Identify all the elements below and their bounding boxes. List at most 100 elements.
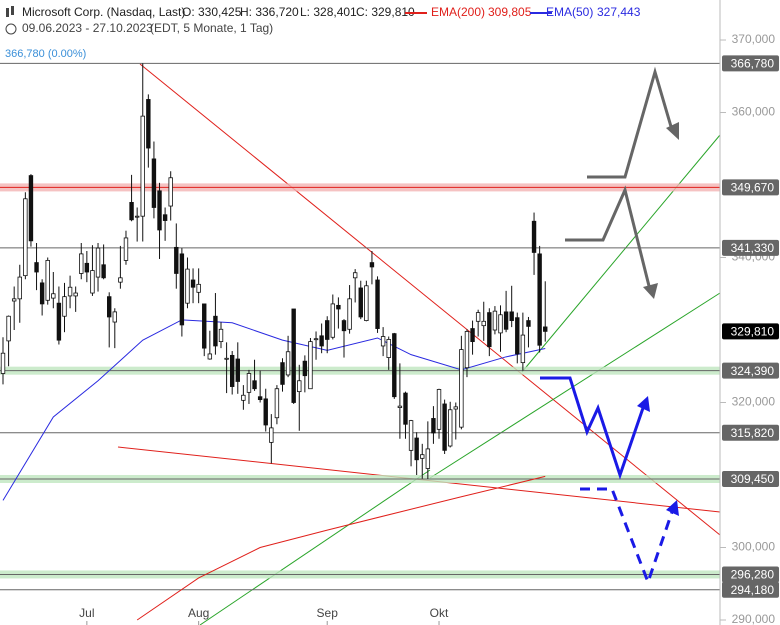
candle-body [531,220,537,253]
y-tick-label: 370,000 [732,32,776,46]
candle-body [313,338,319,341]
candle-body [442,403,447,451]
trendline [521,134,721,373]
candle-body [62,296,67,317]
candle-body [352,272,358,279]
candle-body [179,253,185,326]
trendline [139,63,721,536]
arrow [587,66,674,179]
price-box [722,424,779,441]
candle-body [503,311,509,330]
header: Microsoft Corp. (Nasdaq, Last) O: 330,42… [5,5,415,60]
candle-body [112,311,117,323]
y-tick-label: 290,000 [732,612,776,625]
candle-body [380,336,386,347]
candle-body [95,247,101,278]
candle-body [308,341,313,390]
candle-body [414,437,419,461]
x-tick-label: Jul [79,606,94,620]
drawings [117,63,721,625]
candle-body [515,317,520,355]
candle-body [325,320,330,340]
candle-body [392,333,397,398]
arrow [580,487,674,587]
title: Microsoft Corp. (Nasdaq, Last) [22,5,185,19]
candle-body [336,304,341,310]
candle-body [129,202,134,221]
candle-body [224,357,229,360]
candle-body [146,99,151,149]
candle-body [162,214,168,221]
candle-body [218,328,224,343]
candle-body [280,362,285,385]
price-box [722,179,779,196]
candle-body [369,262,375,268]
candle-body [302,360,308,377]
price-label: 309,450 [731,472,775,486]
price-label: 294,180 [731,583,775,597]
y-tick-label: 360,000 [732,105,776,119]
candle-body [347,298,352,330]
candle-body [481,320,486,327]
high-note: 366,780 (0.00%) [5,48,86,60]
candle-body [526,320,531,327]
candle-body [51,293,56,299]
price-label: 329,810 [731,325,775,339]
candle-body [213,315,218,347]
x-tick-label: Okt [430,606,449,620]
period: 09.06.2023 - 27.10.2023 [22,21,153,35]
candle-body [67,286,73,297]
candle-body [386,339,391,358]
candle-body [397,405,403,408]
candle-body [487,312,492,348]
ohlc-open: O: 330,425 [182,5,242,19]
candle-body [151,158,157,208]
x-tick-label: Sep [317,606,339,620]
icon [11,6,14,15]
candle-body [358,287,363,318]
candle-body [498,314,503,334]
price-label: 341,330 [731,241,775,255]
candle-body [291,308,296,403]
candle-body [235,358,240,382]
candle-body [140,115,145,217]
candle-body [543,326,548,332]
candle-body [196,283,201,293]
candle-body [285,351,291,376]
candle-body [520,334,526,364]
candle-body [246,373,252,393]
candle-body [420,454,425,459]
candle-body [375,279,380,329]
price-box [722,566,779,583]
candle-body [118,277,123,283]
candle-body [123,237,129,261]
candle-body [28,175,34,242]
trendline [429,292,721,479]
y-tick-label: 300,000 [732,540,776,554]
candle-body [202,303,207,349]
candle-body [168,177,173,207]
legend-value: 309,805 [488,5,532,19]
candle-body [453,406,458,410]
candle-body [470,328,475,343]
plot [0,62,720,621]
candle-body [364,285,369,321]
candle-body [207,353,213,360]
candle-body [509,311,514,321]
x-tick-label: Aug [188,606,209,620]
arrows [540,66,679,587]
price-label: 324,390 [731,364,775,378]
candle-body [408,420,414,451]
candle-body [492,310,498,331]
candle-body [537,253,542,346]
arrowhead [666,500,679,516]
candle-body [73,292,78,297]
candle-body [17,276,22,300]
candle-body [297,380,302,393]
arrow [565,185,652,291]
candle-body [157,190,162,231]
ohlc-low: L: 328,401 [300,5,357,19]
candle-body [475,312,481,322]
